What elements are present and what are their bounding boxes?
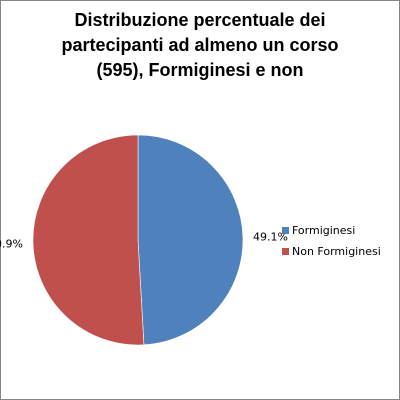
data-label-formiginesi: 49.1% [253,231,288,244]
legend: Formiginesi Non Formiginesi [282,220,381,262]
chart-title: Distribuzione percentuale dei partecipan… [30,8,370,83]
chart-title-line-1: Distribuzione percentuale dei [74,10,326,30]
pie-slices [32,134,244,346]
data-label-non-formiginesi: 50.9% [0,237,23,250]
pie-slice-non-formiginesi [32,134,145,346]
legend-label-non-formiginesi: Non Formiginesi [292,245,381,258]
pie-data-labels: 49.1% 50.9% [0,231,288,251]
legend-swatch-formiginesi [282,227,289,234]
legend-item-formiginesi: Formiginesi [282,220,381,241]
legend-item-non-formiginesi: Non Formiginesi [282,241,381,262]
chart-title-line-2: partecipanti ad almeno un corso [61,35,339,55]
pie-slice-formiginesi [137,134,244,346]
chart-title-line-3: (595), Formiginesi e non [96,60,304,80]
legend-label-formiginesi: Formiginesi [292,224,356,237]
legend-swatch-non-formiginesi [282,248,289,255]
